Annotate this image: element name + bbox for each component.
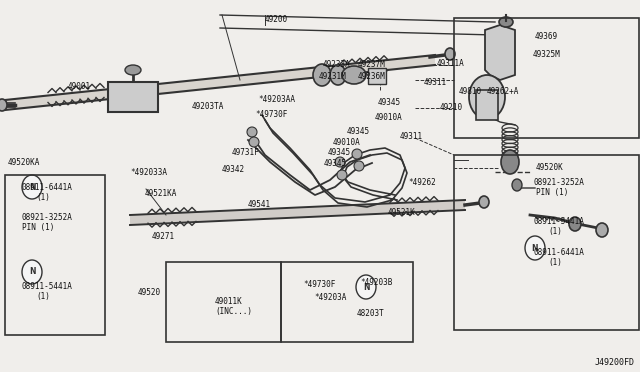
Polygon shape [485,25,515,80]
Text: 49001: 49001 [68,82,91,91]
Text: 49731F: 49731F [232,148,260,157]
Text: (1): (1) [36,193,50,202]
Ellipse shape [22,260,42,284]
Ellipse shape [249,137,259,147]
Text: N: N [29,267,35,276]
Ellipse shape [354,161,364,171]
Text: *49730F: *49730F [303,280,335,289]
Text: N: N [29,183,35,192]
Text: 49520K: 49520K [536,163,564,172]
Text: N: N [532,244,538,253]
Text: *49262: *49262 [408,178,436,187]
Ellipse shape [501,150,519,174]
Ellipse shape [0,99,7,111]
Bar [476,90,498,120]
Text: 49237M: 49237M [358,60,386,69]
Text: (1): (1) [548,258,562,267]
Bar [281,262,413,342]
Text: (INC...): (INC...) [215,307,252,316]
Text: 49236M: 49236M [358,72,386,81]
Text: 08911-6441A: 08911-6441A [22,183,73,192]
Ellipse shape [512,179,522,191]
Ellipse shape [22,175,42,199]
Text: 49233A: 49233A [323,60,351,69]
Ellipse shape [337,170,347,180]
Text: J49200FD: J49200FD [595,358,635,367]
Text: N: N [363,282,369,292]
Text: 49262+A: 49262+A [487,87,520,96]
Text: 49342: 49342 [222,165,245,174]
Ellipse shape [596,223,608,237]
Text: 49311: 49311 [424,78,447,87]
Text: 49210: 49210 [440,103,463,112]
Bar [5,175,105,335]
Text: 08911-5441A: 08911-5441A [533,217,584,226]
Text: 49271: 49271 [152,232,175,241]
Text: 49541: 49541 [248,200,271,209]
Text: (1): (1) [548,227,562,236]
Text: 49345: 49345 [347,127,370,136]
Text: 49345: 49345 [328,148,351,157]
Text: 49520: 49520 [138,288,161,297]
Text: *492033A: *492033A [130,168,167,177]
Ellipse shape [445,48,455,60]
Text: PIN (1): PIN (1) [536,188,568,197]
Text: 08921-3252A: 08921-3252A [22,213,73,222]
Text: 49311A: 49311A [437,59,465,68]
Ellipse shape [335,157,345,167]
Text: *49730F: *49730F [255,110,287,119]
Text: PIN (1): PIN (1) [22,223,54,232]
Text: 08921-3252A: 08921-3252A [533,178,584,187]
Text: 49521K: 49521K [388,208,416,217]
Text: 49810: 49810 [459,87,482,96]
Text: (1): (1) [36,292,50,301]
Text: 49520KA: 49520KA [8,158,40,167]
Ellipse shape [330,65,346,85]
Text: 49010A: 49010A [333,138,361,147]
Text: 48203T: 48203T [357,309,385,318]
Ellipse shape [313,64,331,86]
Bar [108,82,158,112]
Text: 08911-6441A: 08911-6441A [533,248,584,257]
Polygon shape [5,55,435,110]
Ellipse shape [469,75,505,119]
Text: 49345: 49345 [378,98,401,107]
Bar [166,262,281,342]
Ellipse shape [356,275,376,299]
Text: 49010A: 49010A [375,113,403,122]
Ellipse shape [479,196,489,208]
Text: 49231M: 49231M [319,72,347,81]
Ellipse shape [125,65,141,75]
Ellipse shape [569,217,581,231]
Bar [454,155,639,330]
Text: *49203A: *49203A [314,293,346,302]
Text: 08911-5441A: 08911-5441A [22,282,73,291]
Text: 49200: 49200 [265,15,288,24]
Bar [454,18,639,138]
Text: 49369: 49369 [535,32,558,41]
Text: 49311: 49311 [400,132,423,141]
Text: *49203AA: *49203AA [258,95,295,104]
Ellipse shape [525,236,545,260]
Ellipse shape [352,149,362,159]
Text: 49345: 49345 [324,159,347,168]
Ellipse shape [342,66,366,84]
Text: 49203TA: 49203TA [192,102,225,111]
Text: 49011K: 49011K [215,297,243,306]
Text: 49521KA: 49521KA [145,189,177,198]
Text: 49325M: 49325M [533,50,561,59]
Bar [368,68,386,84]
Text: *49203B: *49203B [360,278,392,287]
Ellipse shape [499,17,513,27]
Polygon shape [130,200,465,225]
Ellipse shape [247,127,257,137]
